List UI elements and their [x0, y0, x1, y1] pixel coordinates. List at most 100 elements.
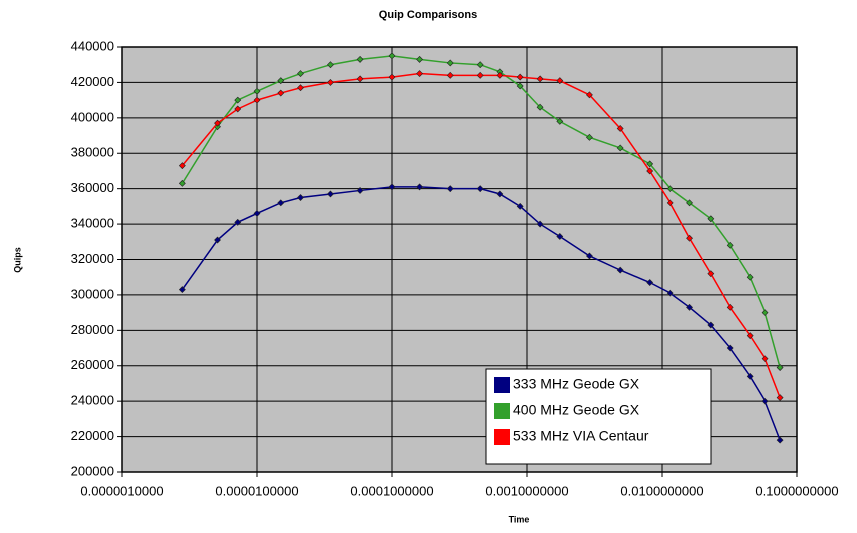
data-point: [356, 75, 364, 83]
data-point: [297, 194, 304, 201]
data-point: [686, 234, 693, 242]
data-point: [707, 215, 715, 223]
data-point: [616, 144, 624, 152]
data-point: [666, 289, 674, 297]
legend-swatch: [494, 403, 510, 419]
data-point: [356, 55, 364, 63]
y-tick-label: 240000: [71, 393, 114, 408]
y-tick-label: 280000: [71, 322, 114, 337]
y-tick-label: 220000: [71, 428, 114, 443]
chart-title: Quip Comparisons: [379, 9, 477, 21]
data-point: [556, 77, 564, 85]
data-point: [726, 344, 734, 352]
data-point: [707, 270, 715, 278]
data-point: [616, 125, 624, 132]
series-line: [181, 186, 781, 441]
series-line: [181, 55, 781, 368]
data-point: [516, 73, 524, 81]
data-point: [416, 70, 423, 77]
y-axis-label: Quips: [12, 247, 22, 273]
data-point: [234, 105, 242, 113]
data-point: [516, 82, 524, 90]
data-point: [214, 119, 221, 127]
data-point: [666, 199, 674, 207]
data-point: [536, 103, 544, 111]
x-tick-label: 0.0100000000: [620, 483, 703, 498]
legend-label: 533 MHz VIA Centaur: [513, 428, 649, 444]
data-point: [666, 185, 674, 193]
data-point: [253, 87, 261, 95]
y-tick-label: 260000: [71, 357, 114, 372]
data-point: [726, 241, 734, 249]
data-point: [327, 78, 334, 86]
data-point: [446, 59, 454, 67]
data-point: [178, 179, 186, 187]
data-point: [746, 332, 754, 340]
data-point: [686, 199, 693, 207]
data-point: [776, 394, 784, 402]
plot-border: [121, 46, 798, 473]
data-point: [556, 117, 564, 125]
data-point: [297, 84, 304, 92]
data-point: [761, 309, 769, 317]
x-tick-label: 0.0001000000: [350, 483, 433, 498]
legend-swatch: [494, 377, 510, 393]
y-tick-label: 340000: [71, 216, 114, 231]
legend-box: [485, 368, 712, 465]
y-tick-label: 320000: [71, 251, 114, 266]
legend-swatch: [494, 429, 510, 445]
data-point: [446, 71, 454, 79]
data-point: [388, 183, 396, 191]
data-point: [746, 372, 754, 380]
x-tick-label: 0.0010000000: [485, 483, 568, 498]
y-tick-label: 420000: [71, 74, 114, 89]
legend-label: 333 MHz Geode GX: [513, 376, 640, 392]
x-axis-label: Time: [509, 514, 530, 524]
y-tick-label: 360000: [71, 180, 114, 195]
x-tick-label: 0.0000010000: [80, 483, 163, 498]
data-point: [178, 162, 186, 170]
data-point: [253, 96, 261, 104]
data-point: [536, 220, 544, 228]
x-tick-label: 0.0000100000: [215, 483, 298, 498]
series-line: [181, 72, 781, 398]
data-point: [388, 52, 396, 60]
data-point: [646, 167, 654, 175]
data-point: [476, 61, 484, 69]
data-point: [616, 266, 624, 274]
data-point: [178, 286, 186, 294]
data-point: [585, 133, 593, 141]
data-point: [214, 236, 221, 244]
data-point: [234, 96, 242, 104]
data-point: [726, 303, 734, 311]
data-point: [327, 61, 334, 69]
data-point: [476, 71, 484, 79]
legend: 333 MHz Geode GX 400 MHz Geode GX 533 MHz …: [485, 368, 712, 465]
data-point: [496, 71, 504, 79]
y-tick-label: 440000: [71, 38, 114, 53]
data-point: [761, 355, 769, 363]
data-point: [761, 397, 769, 405]
data-point: [327, 190, 334, 198]
data-point: [253, 210, 261, 217]
data-point: [686, 303, 693, 311]
y-tick-label: 380000: [71, 145, 114, 160]
data-point: [776, 436, 784, 444]
data-point: [277, 89, 285, 97]
data-point: [297, 70, 304, 77]
data-point: [356, 187, 364, 194]
data-point: [776, 364, 784, 371]
data-point: [746, 273, 754, 281]
y-tick-label: 200000: [71, 463, 114, 478]
data-point: [646, 160, 654, 168]
data-point: [277, 77, 285, 85]
y-tick-label: 300000: [71, 286, 114, 301]
data-point: [234, 218, 242, 226]
data-point: [416, 55, 423, 63]
data-point: [516, 202, 524, 210]
data-point: [707, 321, 715, 329]
data-point: [496, 190, 504, 198]
data-point: [536, 75, 544, 83]
data-point: [556, 233, 564, 240]
